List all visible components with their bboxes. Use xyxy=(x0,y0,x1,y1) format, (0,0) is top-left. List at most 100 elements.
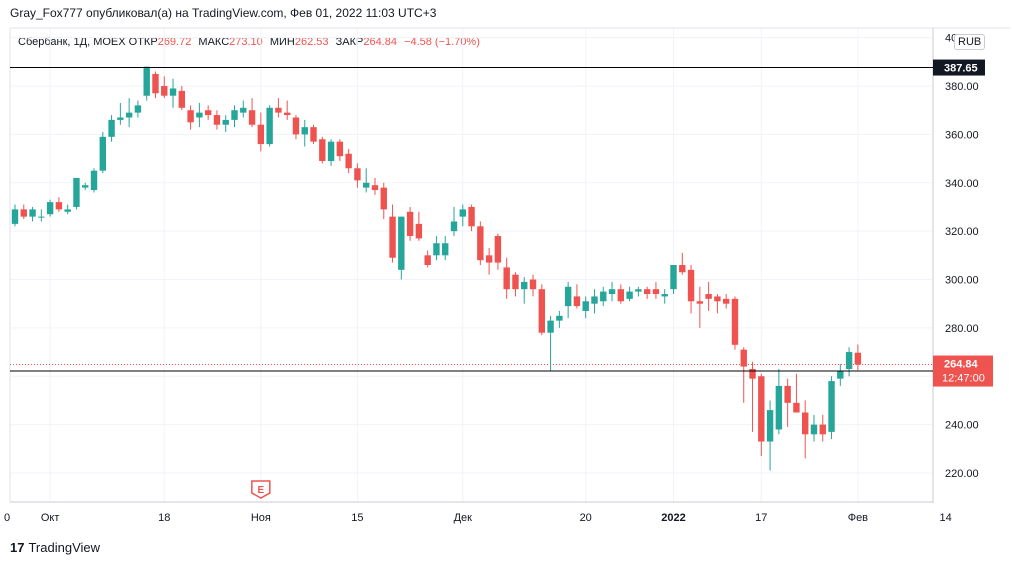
x-tick-label: 18 xyxy=(158,512,170,524)
candle-body xyxy=(661,294,668,297)
candle-body xyxy=(679,265,686,273)
earnings-marker-icon xyxy=(251,480,271,499)
candle-body xyxy=(38,216,45,218)
currency-badge[interactable]: RUB xyxy=(954,34,986,50)
candle-body xyxy=(424,255,431,265)
candle-body xyxy=(90,170,98,191)
candle-body xyxy=(503,267,510,290)
x-tick-label: 20 xyxy=(580,512,592,524)
candle-body xyxy=(547,320,554,333)
candle-body xyxy=(196,112,203,118)
x-tick-label: 0 xyxy=(4,512,10,524)
candle-body xyxy=(617,289,625,302)
candle-body xyxy=(722,298,730,304)
current-price-label: 264.84 xyxy=(944,359,979,371)
candle-body xyxy=(591,296,598,304)
publish-header: Gray_Fox777 опубликовал(а) на TradingVie… xyxy=(10,6,437,20)
high-value: 273.10 xyxy=(229,36,263,48)
y-tick-label: 220.00 xyxy=(945,468,979,480)
candle-body xyxy=(485,255,493,263)
line-price-label: 387.65 xyxy=(944,63,978,75)
candle-body xyxy=(99,136,106,171)
candle-body xyxy=(275,107,282,113)
symbol-name[interactable]: Сбербанк, 1Д, MOEX xyxy=(18,36,126,48)
candle-body xyxy=(319,139,326,162)
candle-body xyxy=(398,216,405,270)
x-tick-label: Фев xyxy=(848,512,868,524)
current-price-badge xyxy=(933,355,993,387)
candle-body xyxy=(819,424,826,435)
open-value: 269.72 xyxy=(157,36,192,48)
candle-body xyxy=(327,141,335,162)
candle-body xyxy=(117,117,124,120)
candle-body xyxy=(494,235,502,263)
candle-body xyxy=(854,352,862,365)
candle-body xyxy=(64,209,71,212)
x-tick-label: Дек xyxy=(454,512,473,524)
candle-body xyxy=(73,177,80,207)
candle-body xyxy=(442,243,449,256)
candle-body xyxy=(55,202,63,210)
candle-body xyxy=(573,296,581,307)
candle-body xyxy=(766,410,774,442)
candle-body xyxy=(433,243,440,256)
candle-body xyxy=(450,221,458,232)
candle-body xyxy=(310,127,317,142)
candle-body xyxy=(11,209,19,224)
candle-body xyxy=(125,112,133,118)
candle-body xyxy=(257,124,265,145)
candle-body xyxy=(46,202,54,215)
x-tick-label: 15 xyxy=(351,512,363,524)
candle-body xyxy=(705,294,712,299)
candle-body xyxy=(108,119,115,137)
candle-body xyxy=(556,315,563,321)
candle-body xyxy=(652,289,660,295)
candle-body xyxy=(204,110,212,116)
candle-body xyxy=(231,110,238,120)
candle-body xyxy=(20,209,27,217)
candle-body xyxy=(635,289,642,292)
earnings-marker-label: E xyxy=(258,485,265,496)
candle-body xyxy=(301,127,308,135)
close-value: 264.84 xyxy=(363,36,397,48)
candle-body xyxy=(169,88,177,96)
candle-body xyxy=(152,73,159,94)
x-tick-label: 14 xyxy=(940,512,952,524)
candle-body xyxy=(775,385,783,430)
candle-body xyxy=(363,182,370,188)
candle-body xyxy=(29,209,36,217)
candle-body xyxy=(178,90,186,108)
candle-body xyxy=(731,298,739,345)
candle-body xyxy=(512,274,519,290)
candle-body xyxy=(564,286,572,307)
y-tick-label: 320.00 xyxy=(945,226,979,238)
x-tick-label: 17 xyxy=(755,512,767,524)
candle-body xyxy=(161,86,168,96)
candle-body xyxy=(222,119,229,125)
y-tick-label: 300.00 xyxy=(945,275,979,287)
candle-body xyxy=(696,301,704,304)
close-label: ЗАКР xyxy=(335,36,364,48)
candle-body xyxy=(354,168,361,181)
candle-body xyxy=(371,185,379,191)
candle-body xyxy=(459,209,466,217)
candle-body xyxy=(389,216,396,258)
candle-body xyxy=(468,206,475,227)
candle-body xyxy=(687,269,695,302)
candle-body xyxy=(415,223,423,239)
candle-body xyxy=(608,289,616,295)
y-tick-label: 280.00 xyxy=(945,323,979,335)
candle-body xyxy=(758,376,765,442)
candle-body xyxy=(538,289,545,333)
candle-body xyxy=(626,291,633,299)
candle-body xyxy=(714,296,721,302)
symbol-legend: Сбербанк, 1Д, MOEX ОТКР269.72 МАКС273.10… xyxy=(18,36,484,48)
candle-body xyxy=(345,153,352,169)
x-tick-label: 2022 xyxy=(661,512,685,524)
candle-body xyxy=(749,368,756,379)
low-value: 262.53 xyxy=(294,36,329,48)
candle-body xyxy=(828,381,835,432)
open-label: ОТКР xyxy=(128,36,158,48)
tradingview-footer[interactable]: 17 TradingView xyxy=(10,540,100,555)
